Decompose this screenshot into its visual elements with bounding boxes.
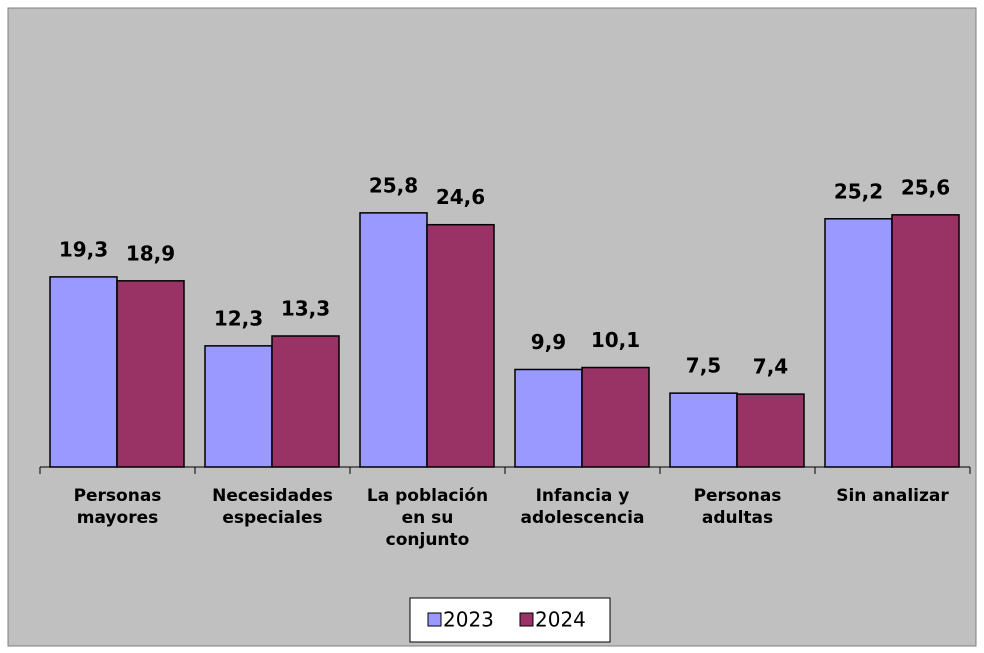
legend-label: 2023 xyxy=(443,608,494,632)
bar xyxy=(581,366,650,468)
bar xyxy=(49,276,118,468)
bar xyxy=(669,392,738,468)
bar xyxy=(271,335,340,468)
data-label: 24,6 xyxy=(436,185,485,209)
data-label: 25,6 xyxy=(901,175,950,199)
legend-swatch xyxy=(519,612,534,627)
data-label: 13,3 xyxy=(281,296,330,320)
data-label: 19,3 xyxy=(59,237,108,261)
x-tick-label: Infancia y adolescencia xyxy=(520,486,645,528)
bar xyxy=(891,214,960,468)
bar xyxy=(824,218,893,468)
x-tick-label: La población en su conjunto xyxy=(366,486,489,550)
data-label: 7,4 xyxy=(753,355,788,379)
data-label: 12,3 xyxy=(214,306,263,330)
data-label: 7,5 xyxy=(686,354,721,378)
bar xyxy=(736,393,805,468)
bar xyxy=(116,280,185,468)
legend-swatch xyxy=(427,612,442,627)
data-label: 18,9 xyxy=(126,241,175,265)
x-tick-label: Personas adultas xyxy=(693,486,782,528)
x-tick-label: Necesidades especiales xyxy=(212,486,333,528)
legend-label: 2024 xyxy=(535,608,586,632)
bar xyxy=(514,368,583,468)
x-tick-label: Personas mayores xyxy=(73,486,162,528)
bar xyxy=(359,212,428,468)
data-label: 10,1 xyxy=(591,328,640,352)
data-label: 9,9 xyxy=(531,330,566,354)
legend-box xyxy=(409,597,611,643)
bar xyxy=(426,223,495,468)
data-label: 25,2 xyxy=(834,179,883,203)
x-tick-label: Sin analizar xyxy=(836,486,949,506)
data-label: 25,8 xyxy=(369,173,418,197)
bar xyxy=(204,345,273,468)
